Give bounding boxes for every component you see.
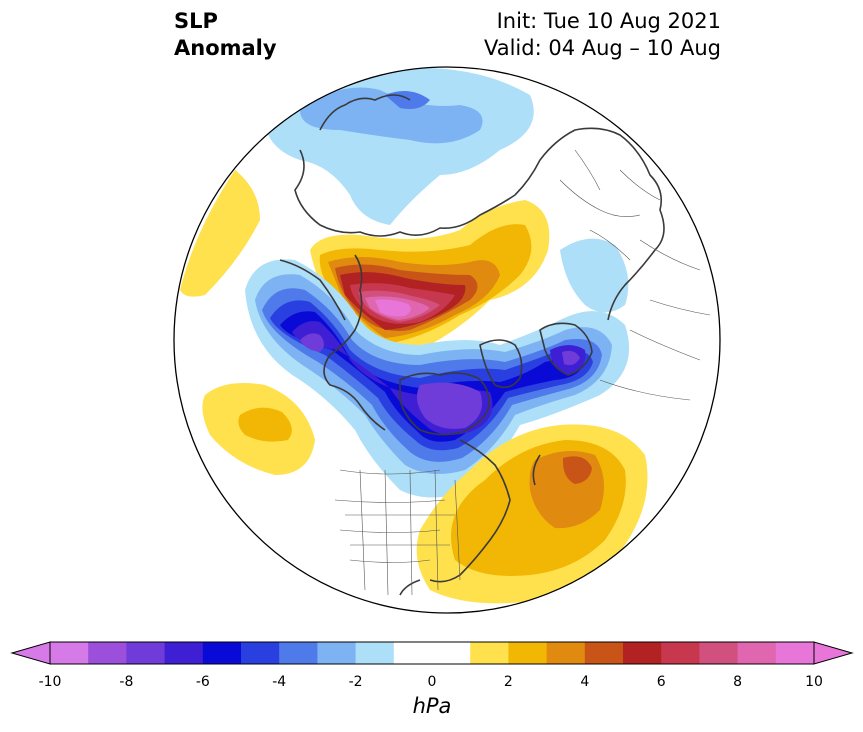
colorbar-unit-label: hPa: [412, 694, 452, 718]
colorbar-segment: [355, 642, 395, 664]
colorbar-segment: [202, 642, 242, 664]
colorbar-tick-label: -8: [119, 674, 134, 690]
anomaly-negative-top: [265, 67, 534, 226]
coastlines: [279, 94, 665, 596]
colorbar-segment: [623, 642, 662, 664]
colorbar-segment: [584, 642, 624, 664]
map-title-variable: SLP Anomaly: [174, 8, 277, 62]
colorbar-tick-label: 10: [805, 674, 823, 690]
colorbar-segment: [699, 642, 739, 664]
colorbar-segment: [279, 642, 318, 664]
colorbar-segment: [661, 642, 700, 664]
anomaly-positive-atlantic: [416, 424, 648, 604]
colorbar-tick-label: -4: [272, 674, 287, 690]
valid-range: Valid: 04 Aug – 10 Aug: [483, 36, 721, 60]
colorbar-tick-label: -6: [195, 674, 210, 690]
title-variable-line1: SLP: [174, 9, 218, 33]
slp-anomaly-map: [173, 66, 721, 614]
colorbar-extend-high: [813, 641, 854, 665]
colorbar: [10, 641, 854, 665]
anomaly-positive-center: [310, 200, 550, 351]
map-boundary-circle: [173, 66, 721, 614]
colorbar-tick-label: 2: [503, 674, 513, 690]
colorbar-tick-label: 8: [733, 674, 743, 690]
colorbar-tick-label: 4: [580, 674, 590, 690]
colorbar-segment: [470, 642, 509, 664]
colorbar-segment: [393, 642, 471, 664]
colorbar-tick-label: 6: [656, 674, 666, 690]
political-boundaries: [334, 149, 711, 596]
anomaly-negative-europe: [560, 238, 629, 313]
colorbar-tick-label: -2: [348, 674, 363, 690]
colorbar-extend-low: [10, 641, 51, 665]
colorbar-segment: [775, 642, 815, 664]
colorbar-segment: [241, 642, 280, 664]
colorbar-segment: [126, 642, 166, 664]
colorbar-tick-label: 0: [427, 674, 437, 690]
colorbar-segment: [508, 642, 548, 664]
colorbar-segment: [737, 642, 777, 664]
colorbar-frame: [49, 641, 815, 665]
init-date: Init: Tue 10 Aug 2021: [496, 9, 721, 33]
colorbar-segment: [88, 642, 127, 664]
colorbar-segment: [164, 642, 204, 664]
map-title-dates: Init: Tue 10 Aug 2021 Valid: 04 Aug – 10…: [484, 8, 721, 62]
title-variable-line2: Anomaly: [174, 36, 277, 60]
colorbar-tick-label: -10: [38, 674, 62, 690]
anomaly-positive-pacific: [202, 382, 315, 475]
colorbar-segment: [546, 642, 586, 664]
anomaly-positive-left: [180, 170, 260, 297]
colorbar-segment: [317, 642, 357, 664]
colorbar-segments: [50, 642, 815, 664]
colorbar-segment: [50, 642, 89, 664]
